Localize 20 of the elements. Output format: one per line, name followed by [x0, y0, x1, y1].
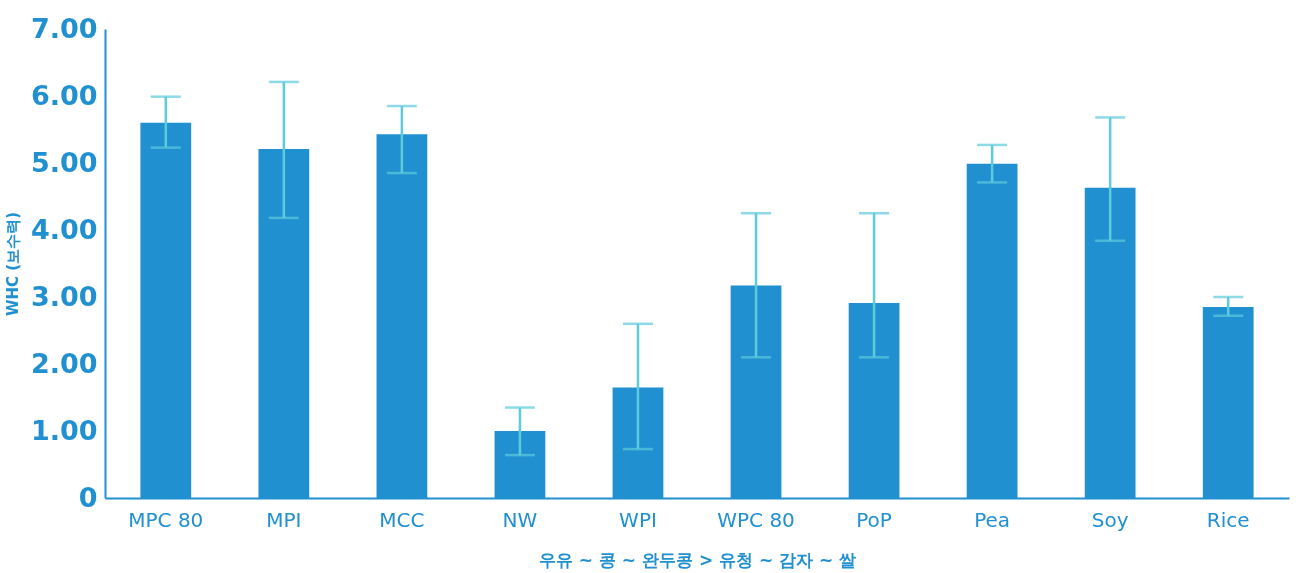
y-tick-label: 7.00 [30, 12, 98, 44]
x-tick-label: WPC 80 [717, 507, 795, 532]
x-tick-label: WPI [619, 507, 657, 532]
y-tick-label: 0 [78, 481, 98, 513]
y-tick-label: 6.00 [30, 79, 98, 111]
x-tick-label: MPI [266, 507, 302, 532]
x-axis-title: 우유 ~ 콩 ~ 완두콩 > 유청 ~ 감자 ~ 쌀 [538, 549, 857, 570]
y-tick-label: 5.00 [30, 146, 98, 178]
x-tick-label: Soy [1091, 507, 1129, 532]
x-tick-label: NW [502, 507, 538, 532]
y-tick-label: 1.00 [30, 414, 98, 446]
x-tick-label: MCC [379, 507, 425, 532]
y-tick-label: 4.00 [30, 213, 98, 245]
x-tick-label: Pea [974, 507, 1011, 532]
x-tick-label: MPC 80 [128, 507, 204, 532]
y-tick-label: 2.00 [30, 347, 98, 379]
x-tick-label: PoP [856, 507, 892, 532]
y-axis-title: WHC (보수력) [3, 211, 22, 317]
y-tick-label: 3.00 [30, 280, 98, 312]
x-tick-label: Rice [1206, 507, 1250, 532]
